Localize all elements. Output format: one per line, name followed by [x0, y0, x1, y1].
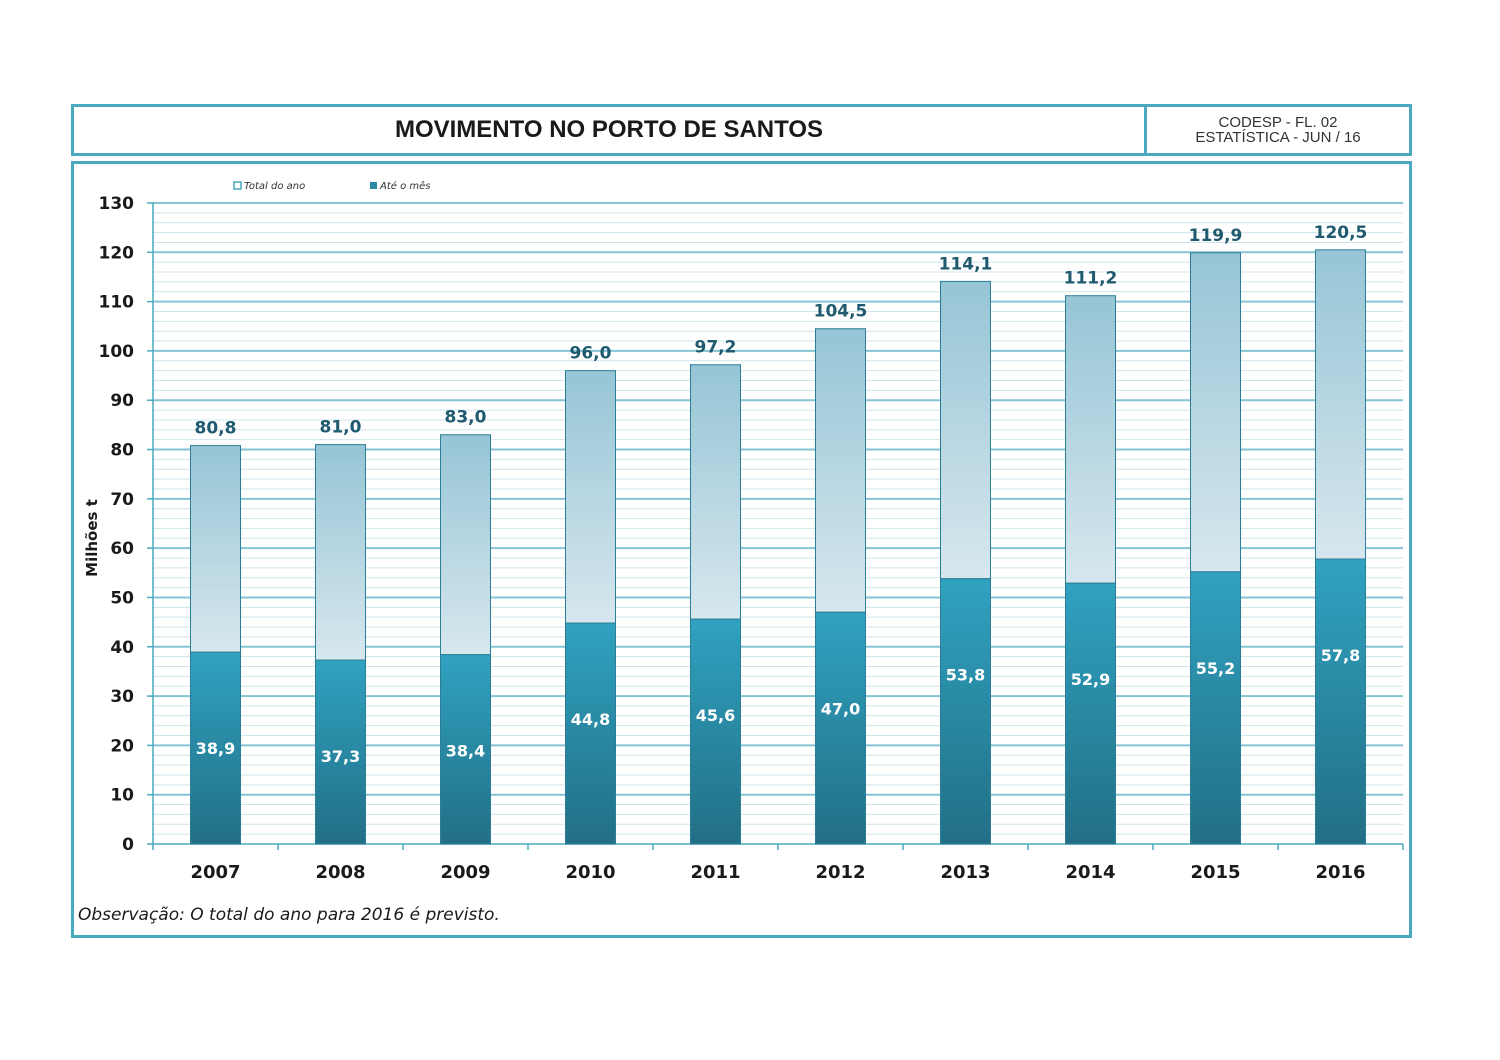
y-axis-label: Milhões t: [83, 499, 101, 577]
bar-month-2016: [1315, 558, 1366, 845]
bar-layer: [190, 249, 1366, 845]
month-value-label: 57,8: [1321, 646, 1360, 665]
title-cell: MOVIMENTO NO PORTO DE SANTOS: [74, 107, 1147, 153]
legend-label-total: Total do ano: [244, 181, 305, 192]
month-value-label: 47,0: [821, 699, 860, 718]
y-tick-label: 20: [110, 736, 134, 756]
total-value-label: 83,0: [445, 408, 487, 428]
month-value-label: 53,8: [946, 666, 985, 685]
footnote: Observação: O total do ano para 2016 é p…: [78, 905, 500, 925]
y-tick-label: 130: [99, 194, 135, 214]
y-tick-label: 70: [110, 490, 134, 510]
x-tick-label: 2007: [190, 862, 240, 883]
y-tick-label: 80: [110, 441, 134, 461]
month-value-label: 38,4: [446, 742, 485, 761]
y-tick-label: 120: [99, 243, 135, 263]
x-tick-label: 2008: [315, 862, 365, 883]
bar-total-2008: [315, 444, 366, 661]
total-value-label: 119,9: [1189, 226, 1243, 246]
legend-swatch-month: [370, 182, 377, 189]
bar-month-2008: [315, 659, 366, 845]
reference-cell: CODESP - FL. 02 ESTATÍSTICA - JUN / 16: [1147, 107, 1409, 153]
y-tick-label: 50: [110, 588, 134, 608]
header-box: MOVIMENTO NO PORTO DE SANTOS CODESP - FL…: [71, 104, 1412, 156]
bar-month-2015: [1190, 571, 1241, 845]
y-tick-label: 100: [99, 342, 135, 362]
x-tick-label: 2014: [1065, 862, 1115, 883]
page-title: MOVIMENTO NO PORTO DE SANTOS: [394, 116, 824, 143]
total-value-label: 96,0: [570, 344, 612, 364]
chart-frame: [71, 161, 1412, 938]
bar-total-2009: [440, 434, 491, 656]
y-tick-label: 90: [110, 391, 134, 411]
total-value-label: 81,0: [320, 418, 362, 438]
bar-month-2009: [440, 654, 491, 845]
y-tick-label: 30: [110, 687, 134, 707]
y-tick-label: 110: [99, 293, 135, 313]
x-tick-label: 2010: [565, 862, 615, 883]
axis-layer: 0 10 20 30 40 50 60 70 80 90 100 110 120 130 2007 2008 2…: [99, 194, 1404, 883]
bar-total-2010: [565, 370, 616, 624]
y-tick-label: 10: [110, 786, 134, 806]
legend-label-month: Até o mês: [379, 180, 431, 192]
x-tick-label: 2013: [940, 862, 990, 883]
month-value-label: 44,8: [571, 710, 610, 729]
x-tick-label: 2015: [1190, 862, 1240, 883]
bar-total-2014: [1065, 295, 1116, 584]
total-value-label: 104,5: [814, 302, 868, 322]
legend: Total do ano Até o mês: [233, 180, 431, 192]
bar-month-2010: [565, 622, 616, 845]
bar-month-2014: [1065, 582, 1116, 845]
bar-month-2013: [940, 578, 991, 845]
reference-line-2: ESTATÍSTICA - JUN / 16: [1195, 129, 1361, 146]
x-tick-label: 2009: [440, 862, 490, 883]
bar-total-2016: [1315, 249, 1366, 560]
month-value-label: 45,6: [696, 706, 735, 725]
label-layer: 80,8 38,9 81,0 37,3 83,0 38,4 96,0 44,8 97,2 45,6…: [195, 223, 1368, 766]
month-value-label: 52,9: [1071, 670, 1110, 689]
x-tick-label: 2012: [815, 862, 865, 883]
month-value-label: 37,3: [321, 747, 360, 766]
total-value-label: 97,2: [695, 338, 737, 358]
reference-line-1: CODESP - FL. 02: [1218, 114, 1338, 131]
bar-total-2011: [690, 364, 741, 620]
y-tick-label: 40: [110, 638, 134, 658]
total-value-label: 111,2: [1064, 269, 1118, 289]
month-value-label: 38,9: [196, 739, 235, 758]
total-value-label: 114,1: [939, 254, 993, 274]
bar-month-2012: [815, 611, 866, 845]
total-value-label: 120,5: [1314, 223, 1368, 243]
x-tick-label: 2011: [690, 862, 740, 883]
x-tick-label: 2016: [1315, 862, 1365, 883]
month-value-label: 55,2: [1196, 659, 1235, 678]
bar-total-2012: [815, 328, 866, 613]
bar-total-2013: [940, 280, 991, 580]
bar-total-2007: [190, 445, 241, 653]
bar-total-2015: [1190, 252, 1241, 573]
total-value-label: 80,8: [195, 419, 237, 439]
bar-month-2011: [690, 618, 741, 845]
bar-month-2007: [190, 651, 241, 845]
y-tick-label: 60: [110, 539, 134, 559]
legend-swatch-total: [233, 181, 242, 190]
y-tick-label: 0: [122, 835, 134, 855]
